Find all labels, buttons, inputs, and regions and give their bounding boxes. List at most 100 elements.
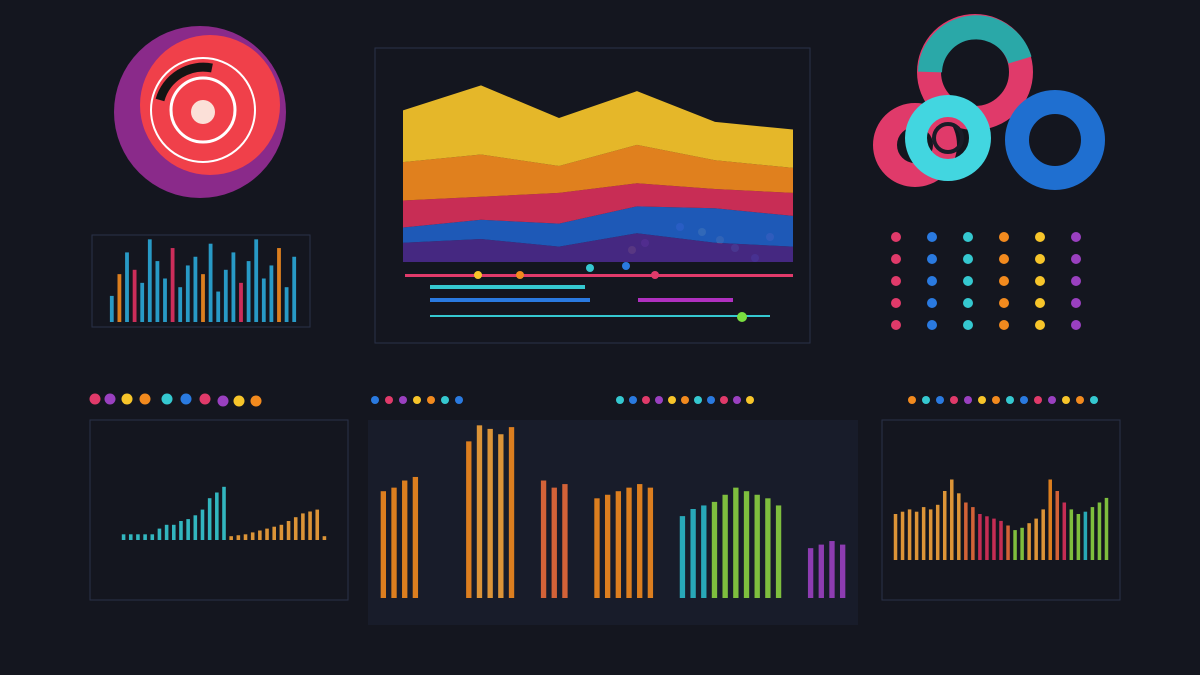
bar (380, 491, 387, 598)
dot (1071, 276, 1081, 286)
bar (679, 516, 686, 598)
area-layer (403, 206, 793, 247)
bar (466, 441, 472, 598)
bar (322, 536, 327, 540)
bar (476, 425, 483, 598)
panel (368, 420, 858, 625)
dot (121, 393, 133, 405)
area-layer (403, 183, 793, 228)
bar (1006, 525, 1010, 560)
dot (963, 254, 973, 264)
bar (818, 544, 824, 598)
dot (1076, 396, 1084, 404)
dot (746, 396, 754, 404)
bar (246, 261, 251, 322)
bar (964, 502, 968, 560)
bar (907, 509, 912, 560)
dot (199, 393, 211, 405)
bar (839, 544, 846, 598)
bar (128, 534, 133, 540)
bar (1076, 514, 1081, 560)
dot (651, 271, 659, 279)
dot (999, 276, 1009, 286)
dot (586, 264, 594, 272)
bar (1062, 502, 1067, 560)
dot (999, 254, 1009, 264)
bar (743, 491, 750, 598)
dot (908, 396, 916, 404)
dot (616, 396, 624, 404)
dot (250, 395, 262, 407)
dot (385, 396, 393, 404)
donut (1005, 90, 1105, 190)
bar (215, 492, 219, 540)
bar (201, 274, 205, 322)
dot (963, 232, 973, 242)
dot (655, 396, 663, 404)
bar (1013, 530, 1017, 560)
bar (150, 534, 155, 540)
bar (254, 239, 259, 322)
bar (992, 518, 996, 560)
bar (231, 252, 236, 322)
dot (891, 320, 901, 330)
dot (139, 393, 151, 405)
bar (292, 256, 297, 322)
dot (668, 396, 676, 404)
dot (1020, 396, 1028, 404)
bar (722, 494, 728, 598)
bar (978, 514, 982, 560)
bar (604, 494, 611, 598)
bar (293, 517, 298, 540)
bar (172, 524, 176, 540)
dot (441, 396, 449, 404)
dot (927, 276, 937, 286)
bar (170, 248, 175, 322)
bar (551, 487, 557, 598)
bar (412, 476, 419, 598)
dot (161, 393, 173, 405)
bar (942, 491, 947, 560)
bar (1090, 507, 1095, 560)
donut (905, 95, 991, 181)
dot (694, 396, 702, 404)
bar (1097, 502, 1102, 560)
bar (1104, 497, 1109, 560)
bar (999, 520, 1003, 560)
bar (178, 287, 183, 322)
dot (1034, 396, 1042, 404)
dot (1035, 320, 1045, 330)
bar (125, 252, 129, 322)
bar (893, 514, 898, 560)
dot (999, 320, 1009, 330)
dot (999, 298, 1009, 308)
bar (626, 487, 632, 598)
bar (775, 505, 782, 598)
dot (1035, 298, 1045, 308)
bar (315, 509, 320, 540)
dot (622, 262, 630, 270)
bar (950, 479, 954, 560)
track (430, 298, 590, 302)
dot (737, 312, 747, 322)
dot (1035, 254, 1045, 264)
bar (733, 487, 739, 598)
dot (927, 254, 937, 264)
frame (881, 419, 1121, 601)
bar (971, 507, 975, 560)
bar (216, 291, 221, 322)
donut-arc (918, 15, 1032, 73)
bar (914, 511, 919, 560)
bar (807, 548, 814, 598)
bar (157, 528, 162, 540)
dot (180, 393, 192, 405)
bar (957, 493, 961, 560)
bar (223, 269, 228, 322)
dot (1071, 320, 1081, 330)
dot (1006, 396, 1014, 404)
bar (985, 516, 989, 560)
bar (1034, 518, 1038, 560)
bar (186, 519, 190, 540)
bar (402, 480, 408, 598)
